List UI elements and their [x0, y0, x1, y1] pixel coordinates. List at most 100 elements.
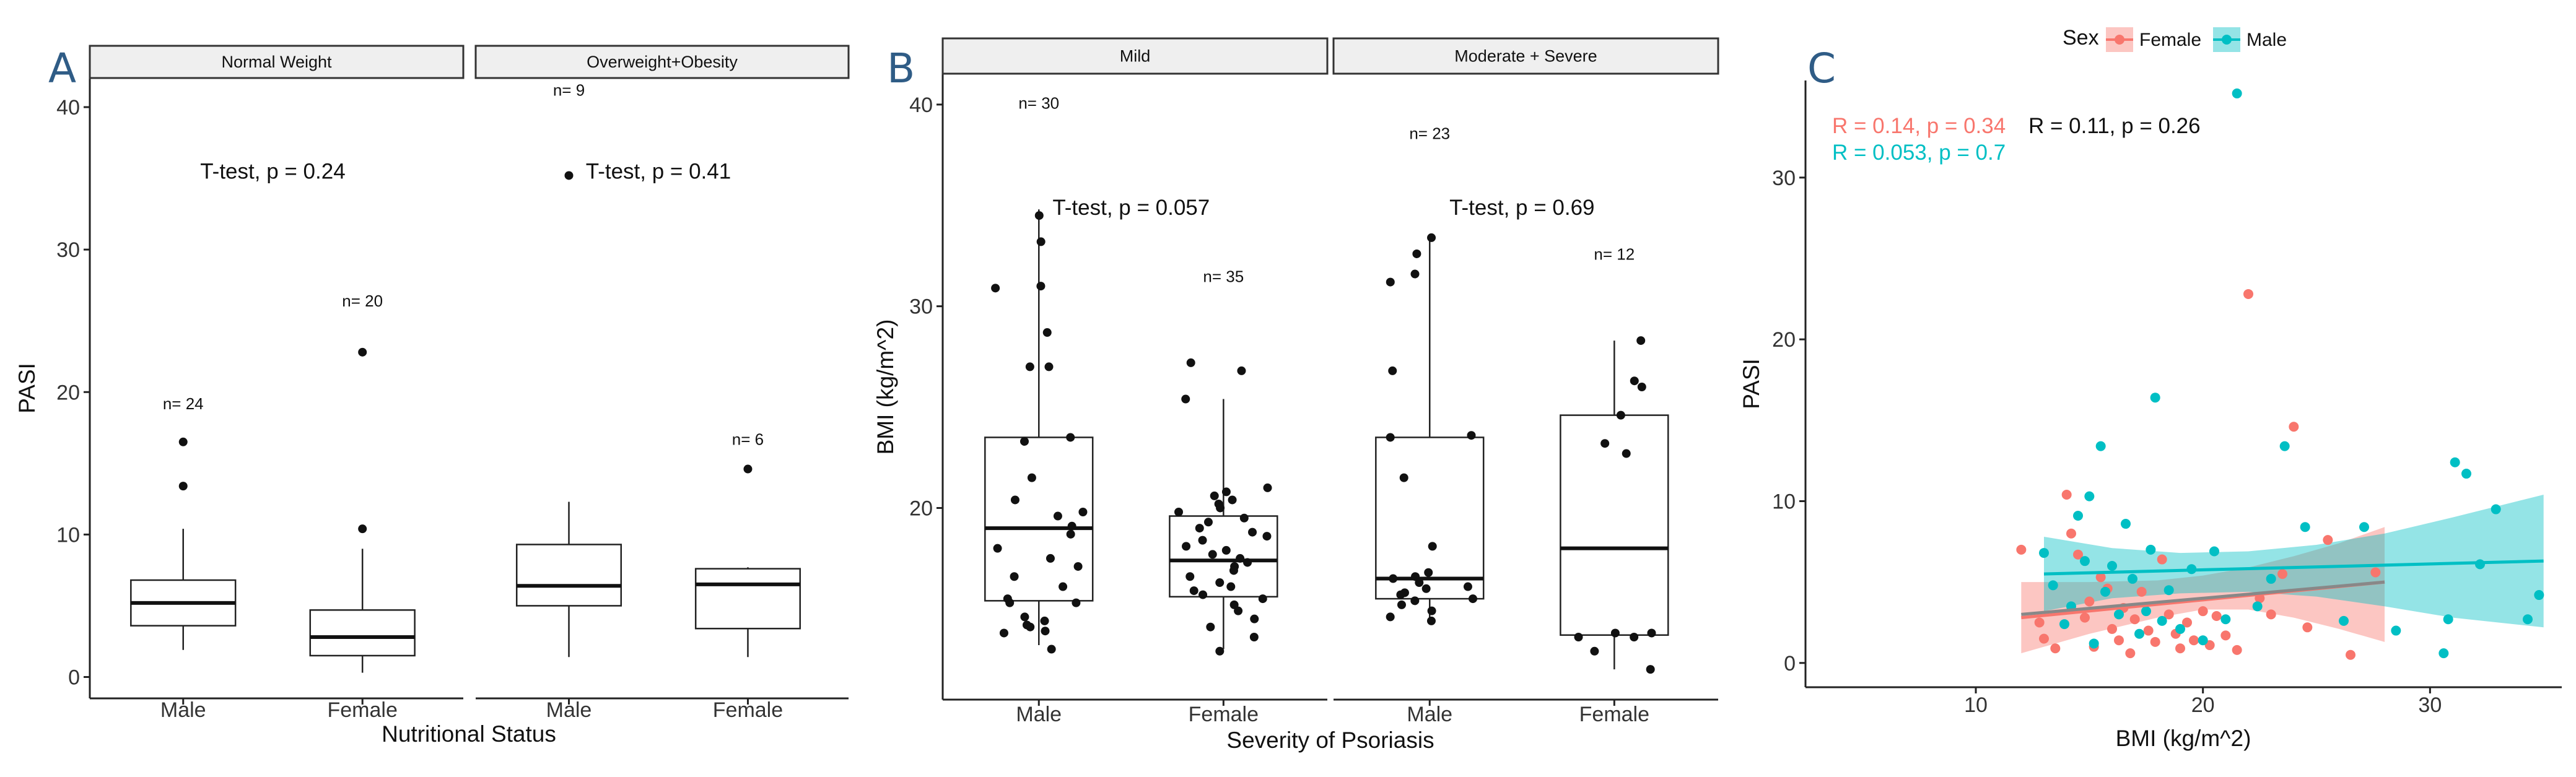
scatter-point — [2175, 623, 2185, 634]
fit-line-overall — [2021, 580, 2385, 616]
data-point — [1042, 328, 1052, 337]
data-point — [991, 284, 1000, 293]
scatter-point — [2232, 88, 2242, 98]
data-point — [1388, 366, 1397, 375]
scatter-point — [2163, 609, 2174, 620]
correlation-stat-female: R = 0.14, p = 0.34 — [1832, 114, 2006, 138]
y-tick-label: 30 — [909, 295, 933, 319]
box-iqr — [1560, 414, 1669, 636]
facet-normal-weight: Normal Weight n= 24 Male n= 20 Female T-test,… — [89, 45, 465, 722]
series-male — [2039, 88, 2544, 659]
x-axis-title: Severity of Psoriasis — [1226, 727, 1434, 753]
box-iqr — [984, 436, 1094, 602]
y-tick-label: 40 — [909, 93, 933, 117]
scatter-point — [2182, 617, 2192, 628]
data-point — [1421, 584, 1431, 593]
scatter-point — [2016, 544, 2027, 555]
scatter-point — [2450, 457, 2460, 467]
data-point — [1210, 491, 1219, 500]
scatter-point — [2175, 643, 2185, 654]
data-point — [1636, 336, 1646, 345]
data-point — [1036, 237, 1046, 246]
data-point — [1010, 572, 1019, 581]
n-label: n= 12 — [1594, 245, 1635, 264]
data-point — [1036, 282, 1046, 291]
box-iqr — [694, 568, 801, 630]
scatter-point — [2128, 573, 2137, 584]
facet-strip — [474, 45, 850, 79]
x-tick-label: Female — [328, 698, 398, 722]
n-label: n= 6 — [732, 430, 764, 448]
data-point — [1186, 358, 1195, 367]
data-point — [1059, 582, 1068, 591]
scatter-point — [2150, 636, 2160, 647]
x-axis-title: BMI (kg/m^2) — [2116, 726, 2251, 751]
x-tick-label: Male — [160, 698, 206, 722]
outlier-point — [178, 437, 188, 446]
data-point — [1236, 553, 1245, 563]
data-point — [993, 544, 1002, 553]
data-point — [1073, 562, 1083, 571]
data-point — [1041, 627, 1050, 636]
scatter-point — [2266, 573, 2276, 584]
box-male: n= 30 Male — [984, 93, 1094, 726]
data-point — [1229, 566, 1238, 575]
scatter-point — [2084, 491, 2095, 501]
data-point — [1020, 612, 1029, 622]
data-point — [1215, 578, 1225, 588]
data-point — [1467, 431, 1476, 440]
scatter-point — [2034, 617, 2045, 628]
data-point — [1034, 211, 1044, 220]
scatter-point — [2114, 609, 2124, 620]
scatter-point — [2089, 638, 2099, 649]
data-point — [1412, 249, 1421, 258]
y-tick-label: 0 — [1784, 652, 1796, 675]
data-point — [1263, 483, 1272, 492]
scatter-point — [2323, 535, 2333, 545]
scatter-point — [2066, 528, 2076, 539]
facet-strip-label: Normal Weight — [221, 53, 332, 71]
x-tick-label: Male — [546, 698, 592, 722]
data-point — [1239, 513, 1249, 523]
data-point — [1386, 433, 1395, 442]
t-test-annotation: T-test, p = 0.24 — [200, 160, 345, 184]
facet-mild: Mild n= 30 Male n= 35 Female T-test, p = 0.05… — [941, 37, 1329, 726]
data-point — [1198, 536, 1207, 545]
scatter-point — [2141, 606, 2151, 617]
scatter-point — [2129, 614, 2140, 625]
n-label: n= 23 — [1409, 124, 1450, 142]
correlation-stat-all: R = 0.11, p = 0.26 — [2028, 114, 2201, 138]
scatter-point — [2061, 490, 2072, 500]
data-point — [1072, 598, 1081, 607]
legend-label-female: Female — [2139, 30, 2201, 50]
scatter-point — [2163, 585, 2174, 596]
data-point — [1622, 449, 1631, 458]
data-point — [1174, 508, 1183, 516]
data-point — [1046, 553, 1055, 563]
data-point — [1399, 473, 1408, 482]
data-point — [1040, 616, 1049, 625]
data-point — [1600, 439, 1610, 448]
data-point — [1410, 596, 1420, 606]
data-point — [1646, 665, 1655, 674]
scatter-point — [2073, 510, 2083, 521]
data-point — [1206, 622, 1215, 632]
data-point — [1185, 572, 1195, 581]
data-point — [1216, 503, 1225, 513]
scatter-point — [2198, 606, 2208, 617]
data-point — [1181, 394, 1190, 404]
data-point — [1067, 521, 1076, 531]
data-point — [1389, 574, 1398, 583]
scatter-point — [2279, 441, 2290, 451]
scatter-point — [2073, 549, 2083, 560]
data-point — [1424, 568, 1433, 577]
scatter-point — [2189, 635, 2199, 646]
n-label: n= 9 — [553, 81, 585, 100]
outlier-point — [743, 464, 753, 474]
data-point — [1410, 269, 1420, 279]
data-point — [1066, 433, 1075, 442]
data-point — [1427, 606, 1436, 615]
data-point — [1195, 524, 1204, 533]
